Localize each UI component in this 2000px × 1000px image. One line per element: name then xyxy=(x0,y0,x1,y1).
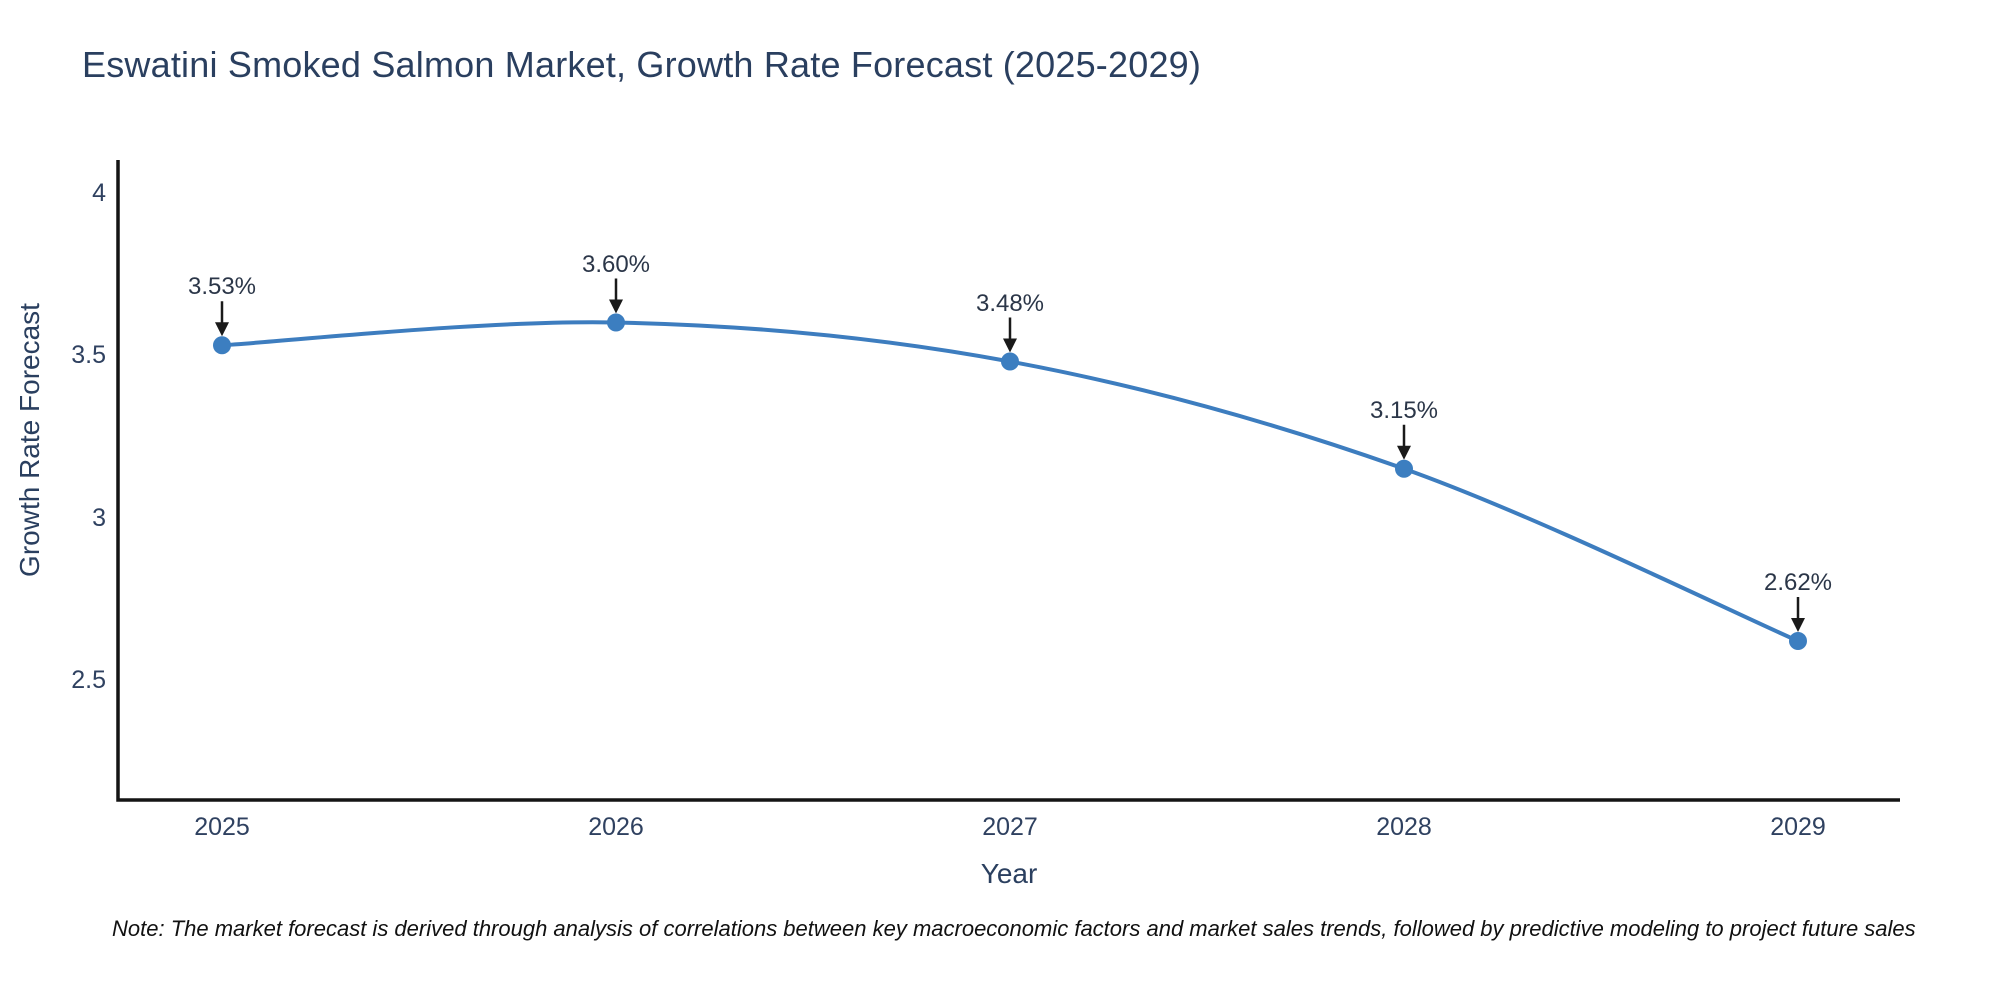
y-tick-label: 2.5 xyxy=(71,666,106,694)
point-annotation: 3.15% xyxy=(1369,396,1439,424)
point-annotation: 3.60% xyxy=(581,250,651,278)
y-tick-label: 3.5 xyxy=(71,341,106,369)
x-tick-label: 2028 xyxy=(1376,813,1432,841)
y-tick-label: 4 xyxy=(92,178,106,207)
footnote: Note: The market forecast is derived thr… xyxy=(112,916,1916,941)
x-tick-label: 2026 xyxy=(588,813,644,841)
x-tick-label: 2029 xyxy=(1770,813,1826,841)
point-annotation: 3.48% xyxy=(975,289,1045,317)
chart-title: Eswatini Smoked Salmon Market, Growth Ra… xyxy=(82,44,1202,85)
x-tick-label: 2027 xyxy=(982,813,1038,841)
point-annotation: 3.53% xyxy=(187,273,257,301)
point-annotation: 2.62% xyxy=(1763,569,1833,596)
x-tick-label: 2025 xyxy=(194,813,250,841)
y-axis-title: Growth Rate Forecast xyxy=(14,303,45,577)
y-tick-label: 3 xyxy=(92,503,106,532)
x-axis-title: Year xyxy=(980,858,1038,889)
